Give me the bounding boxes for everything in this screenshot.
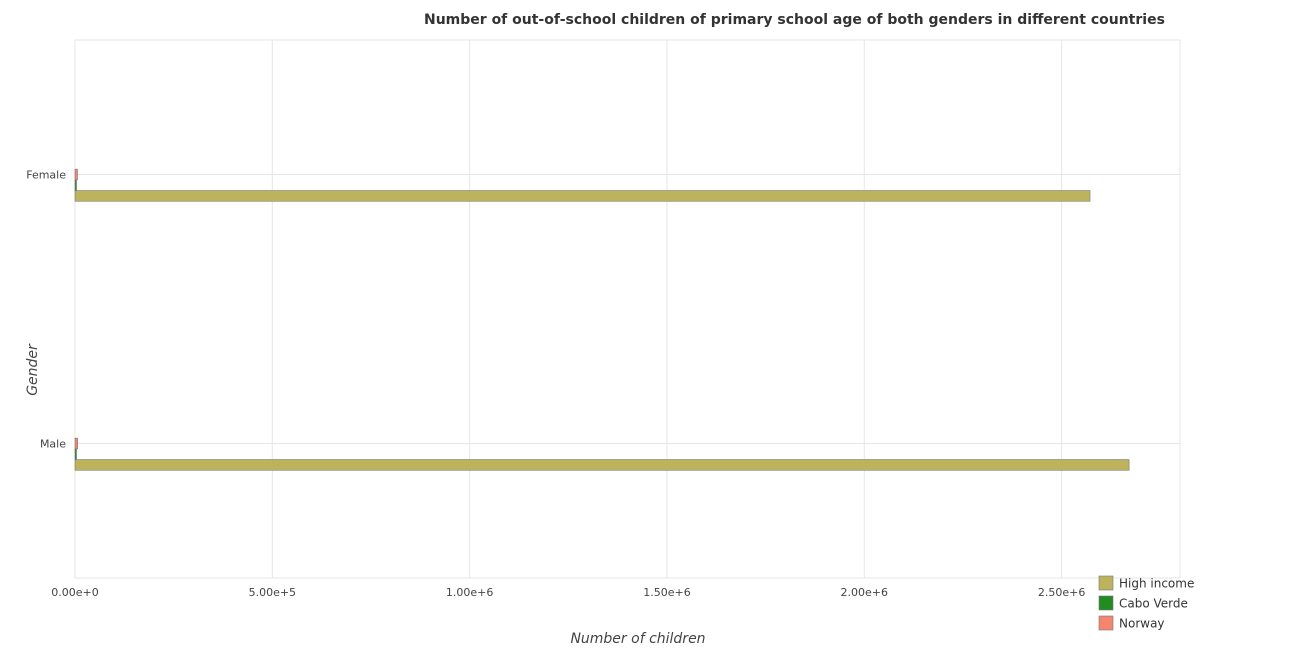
legend-label: Cabo Verde — [1119, 597, 1188, 611]
legend: High income Cabo Verde Norway — [1098, 575, 1194, 631]
x-tick-label: 5.00e+5 — [249, 586, 296, 599]
x-tick-label: 2.50e+6 — [1038, 586, 1085, 599]
bar-norway-male — [74, 437, 78, 450]
legend-swatch — [1098, 595, 1114, 611]
y-axis-label: Gender — [25, 343, 41, 396]
legend-swatch — [1098, 615, 1114, 631]
x-tick-label: 0.00e+0 — [51, 586, 98, 599]
y-tick-label: Male — [40, 438, 66, 451]
y-tick-label: Female — [26, 169, 66, 182]
chart-title: Number of out-of-school children of prim… — [424, 12, 1165, 28]
bar-cabo-verde-female — [74, 179, 77, 191]
bar-norway-female — [74, 168, 78, 181]
x-tick-label: 2.00e+6 — [841, 586, 888, 599]
legend-label: High income — [1119, 577, 1194, 591]
grid — [74, 39, 1181, 579]
bars — [74, 168, 1130, 471]
x-axis-label: Number of children — [570, 631, 705, 647]
legend-swatch — [1098, 575, 1114, 591]
bar-high-income-male — [74, 459, 1130, 471]
legend-label: Norway — [1119, 617, 1165, 631]
x-tick-label: 1.00e+6 — [446, 586, 493, 599]
bar-high-income-female — [74, 190, 1091, 202]
x-ticks: 0.00e+0 5.00e+5 1.00e+6 1.50e+6 2.00e+6 2.50e… — [51, 586, 1085, 599]
bar-cabo-verde-male — [74, 448, 77, 460]
x-tick-label: 1.50e+6 — [643, 586, 690, 599]
y-ticks: Female Male — [26, 169, 66, 451]
